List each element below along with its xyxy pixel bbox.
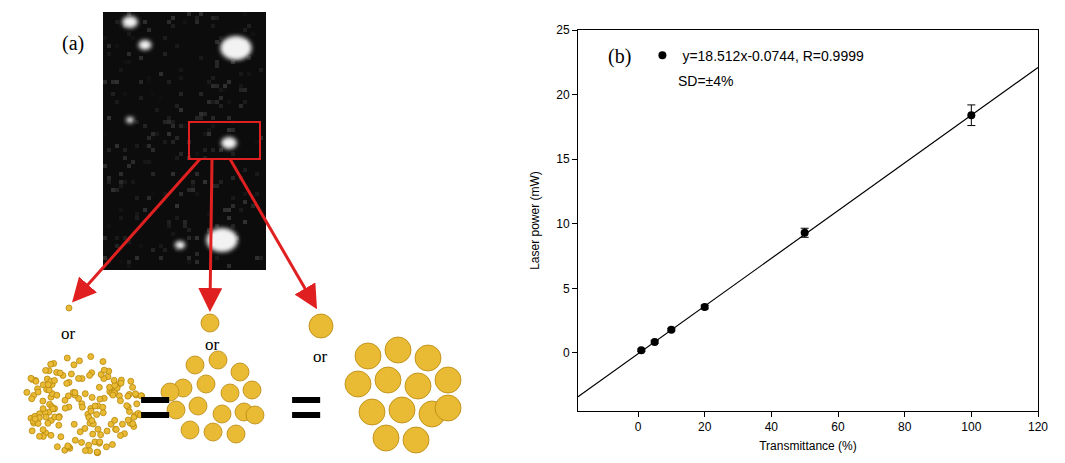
svg-text:or: or xyxy=(313,347,328,366)
svg-text:(b): (b) xyxy=(608,45,631,68)
svg-text:=: = xyxy=(139,375,172,438)
svg-text:20: 20 xyxy=(556,88,570,102)
svg-text:80: 80 xyxy=(898,420,912,434)
svg-text:0: 0 xyxy=(563,346,570,360)
svg-text:15: 15 xyxy=(556,152,570,166)
svg-text:SD=±4%: SD=±4% xyxy=(678,73,734,89)
svg-text:=: = xyxy=(290,375,323,438)
svg-text:60: 60 xyxy=(831,420,845,434)
svg-text:10: 10 xyxy=(556,217,570,231)
svg-text:40: 40 xyxy=(765,420,779,434)
svg-text:or: or xyxy=(61,324,76,343)
svg-text:Transmittance (%): Transmittance (%) xyxy=(759,439,857,453)
svg-text:120: 120 xyxy=(1028,420,1048,434)
svg-text:y=18.512x-0.0744, R=0.9999: y=18.512x-0.0744, R=0.9999 xyxy=(682,48,864,64)
svg-text:or: or xyxy=(204,335,220,354)
svg-text:Laser power (mW): Laser power (mW) xyxy=(528,171,542,270)
svg-text:25: 25 xyxy=(556,23,570,37)
svg-text:20: 20 xyxy=(698,420,712,434)
svg-text:5: 5 xyxy=(563,282,570,296)
svg-text:(a): (a) xyxy=(62,32,84,55)
svg-text:0: 0 xyxy=(635,420,642,434)
svg-text:100: 100 xyxy=(961,420,981,434)
